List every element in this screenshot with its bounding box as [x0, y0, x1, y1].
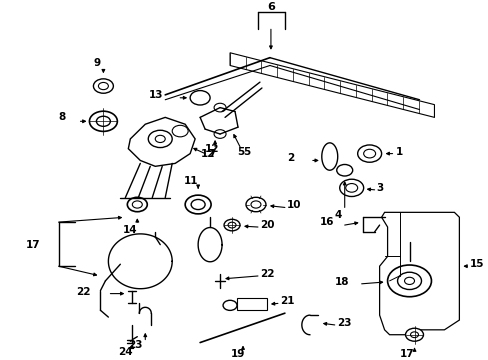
- Circle shape: [404, 277, 414, 284]
- Circle shape: [397, 272, 421, 289]
- Text: 17: 17: [26, 240, 41, 249]
- Text: 8: 8: [58, 112, 65, 122]
- Text: 21: 21: [279, 296, 294, 306]
- Text: 24: 24: [118, 347, 132, 357]
- Text: 23: 23: [336, 318, 350, 328]
- Text: 19: 19: [230, 349, 244, 359]
- Circle shape: [245, 197, 265, 212]
- Circle shape: [224, 219, 240, 231]
- Text: 11: 11: [183, 176, 198, 186]
- Circle shape: [250, 201, 261, 208]
- Circle shape: [93, 79, 113, 93]
- Text: 22: 22: [76, 287, 90, 297]
- Text: 15: 15: [468, 259, 483, 269]
- Text: 12: 12: [204, 144, 219, 154]
- Text: 18: 18: [334, 277, 349, 287]
- Text: 9: 9: [94, 58, 101, 68]
- Text: 7: 7: [208, 149, 215, 159]
- Text: 16: 16: [320, 217, 334, 227]
- Text: 4: 4: [333, 210, 341, 220]
- Circle shape: [363, 149, 375, 158]
- Circle shape: [227, 222, 236, 228]
- Text: 5: 5: [243, 147, 250, 157]
- Text: 6: 6: [266, 2, 274, 12]
- Circle shape: [148, 130, 172, 148]
- Text: 2: 2: [287, 153, 294, 163]
- Circle shape: [223, 300, 237, 310]
- Circle shape: [127, 197, 147, 212]
- Text: 3: 3: [376, 183, 383, 193]
- Circle shape: [357, 145, 381, 162]
- Text: 14: 14: [123, 225, 137, 235]
- Text: 17: 17: [399, 349, 414, 359]
- Polygon shape: [379, 212, 458, 335]
- Circle shape: [98, 82, 108, 90]
- Text: 23: 23: [128, 341, 142, 351]
- Circle shape: [89, 111, 117, 131]
- Text: 13: 13: [148, 90, 163, 100]
- Circle shape: [172, 125, 188, 137]
- Circle shape: [387, 265, 430, 297]
- Text: 20: 20: [260, 220, 274, 230]
- Polygon shape: [229, 53, 433, 117]
- Circle shape: [345, 184, 357, 192]
- Text: 10: 10: [286, 201, 301, 211]
- Circle shape: [190, 91, 210, 105]
- Polygon shape: [321, 143, 337, 170]
- Circle shape: [191, 199, 204, 210]
- Polygon shape: [128, 117, 195, 166]
- Text: 12: 12: [201, 149, 215, 159]
- Circle shape: [339, 179, 363, 197]
- Text: 1: 1: [395, 147, 402, 157]
- Circle shape: [214, 103, 225, 112]
- Text: 5: 5: [237, 147, 244, 157]
- Circle shape: [155, 135, 165, 143]
- Circle shape: [410, 332, 418, 338]
- Bar: [237, 298, 266, 310]
- Circle shape: [214, 130, 225, 138]
- Circle shape: [405, 328, 423, 341]
- Circle shape: [96, 116, 110, 126]
- Circle shape: [185, 195, 211, 214]
- Circle shape: [336, 165, 352, 176]
- Circle shape: [132, 201, 142, 208]
- Text: 22: 22: [260, 269, 274, 279]
